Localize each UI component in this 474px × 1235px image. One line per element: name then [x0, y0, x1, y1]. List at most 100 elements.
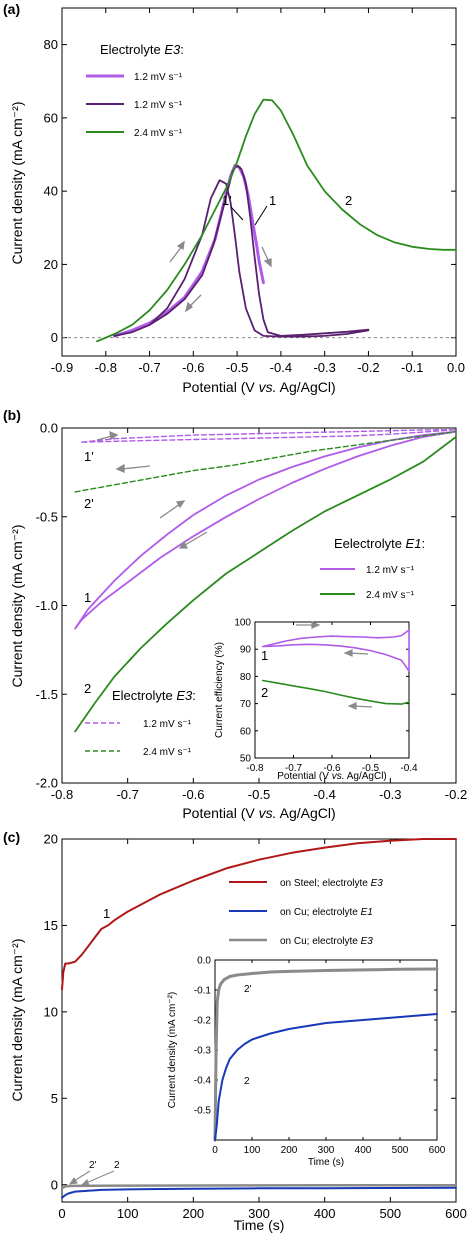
a-xtick-label-3: -0.6 — [182, 360, 204, 375]
bi-ytick-label-5: 100 — [234, 618, 251, 629]
bi-xtick-label-1: -0.7 — [285, 763, 303, 774]
a-ytick-label-3: 60 — [44, 110, 58, 125]
panel-b-arrows — [96, 430, 208, 549]
arrow-c-2prime-head — [68, 1176, 78, 1185]
bi-series-0-line — [261, 629, 410, 672]
panel-a-legend-label-3: 2.4 mV s⁻¹ — [134, 128, 183, 139]
panel-a-ann-2: 2 — [345, 193, 352, 208]
a-xtick-label-5: -0.4 — [270, 360, 292, 375]
ci-ytick-label-0: 0.0 — [197, 956, 211, 967]
c-ytick-label-4: 20 — [44, 832, 58, 847]
a-series-2-line — [96, 98, 457, 343]
ci-ytick-label-1: -0.1 — [194, 986, 212, 997]
a-xtick-label-2: -0.7 — [138, 360, 160, 375]
b-series-1-line — [74, 435, 457, 733]
c-ytick-label-1: 5 — [51, 1091, 58, 1106]
bi-ytick-label-2: 70 — [240, 699, 252, 710]
bi-ytick-label-0: 50 — [240, 754, 252, 765]
inset-arrow-left-1-head — [343, 649, 353, 657]
bi-ytick-label-4: 90 — [240, 645, 252, 656]
arrow-c-2prime — [73, 1170, 91, 1182]
panel-b-inset-arrows — [296, 621, 373, 710]
b-xtick-label-4: -0.4 — [313, 787, 335, 802]
arrow-b-down-left-head — [178, 540, 189, 549]
bi-ytick-label-3: 80 — [240, 672, 252, 683]
panel-c-inset-ticks: 0 100 200 300 400 500 600 0.0 -0.1 -0.2 -0.3 -0.4 -0… — [194, 956, 446, 1157]
arrow-down-left — [188, 294, 202, 308]
a-xtick-label-8: -0.1 — [401, 360, 423, 375]
panel-a-legend-label-1: 1.2 mV s⁻¹ — [134, 72, 183, 83]
panel-b-inset-ylabel: Current efficiency (%) — [214, 642, 225, 738]
a-xtick-label-4: -0.5 — [226, 360, 248, 375]
panel-b-inset-ann-1: 1 — [261, 648, 268, 663]
arrow-b-up-right — [159, 503, 181, 519]
a-ytick-label-1: 20 — [44, 257, 58, 272]
panel-b-ticks: -0.8 -0.7 -0.6 -0.5 -0.4 -0.3 -0.2 0.0 -0.5 -1.0 -… — [36, 421, 468, 802]
arrow-down-right-head — [263, 258, 272, 268]
bi-xtick-label-4: -0.4 — [400, 763, 418, 774]
a-series-1-line — [113, 164, 370, 338]
ci-ytick-label-4: -0.4 — [194, 1076, 212, 1087]
b-series-2-line — [80, 429, 457, 443]
panel-c-inset-background — [164, 956, 446, 1168]
arrow-down-left-head — [184, 301, 194, 313]
ci-xtick-label-1: 100 — [244, 1145, 261, 1156]
arrow-b-left — [121, 465, 151, 470]
inset-arrow-left-2 — [353, 705, 373, 708]
b-xtick-label-2: -0.6 — [182, 787, 204, 802]
c-xtick-label-3: 300 — [248, 1206, 270, 1221]
panel-b-inset-series — [261, 629, 410, 705]
arrow-c-2 — [85, 1170, 115, 1184]
panel-b-legend-e1-title: Eelectrolyte E1: — [334, 536, 425, 551]
a-series-0-line — [113, 164, 265, 338]
b-xtick-label-6: -0.2 — [445, 787, 467, 802]
c-ytick-label-0: 0 — [51, 1177, 58, 1192]
panel-a-ann-1prime-leader — [230, 206, 244, 221]
c-ytick-label-3: 15 — [44, 918, 58, 933]
panel-c-xlabel: Time (s) — [234, 1217, 285, 1233]
panel-b-series — [74, 429, 457, 733]
panel-b-legend-e3-label-1: 1.2 mV s⁻¹ — [143, 719, 192, 730]
c-ytick-label-2: 10 — [44, 1004, 58, 1019]
panel-b-inset: -0.8 -0.7 -0.6 -0.5 -0.4 50 60 70 80 90 100 Curren… — [214, 618, 418, 783]
ci-xtick-label-2: 200 — [281, 1145, 298, 1156]
panel-a-xlabel: Potential (V vs. Ag/AgCl) — [182, 379, 335, 395]
a-xtick-label-7: -0.2 — [357, 360, 379, 375]
c-xtick-label-1: 100 — [117, 1206, 139, 1221]
panel-c-legend-label-1: on Steel; electrolyte E3 — [280, 878, 383, 889]
panel-c-legend-label-2: on Cu; electrolyte E1 — [280, 907, 373, 918]
bi-xtick-label-2: -0.6 — [323, 763, 341, 774]
ci-ytick-label-2: -0.2 — [194, 1016, 212, 1027]
panel-a-ylabel: Current density (mA cm⁻²) — [9, 102, 25, 265]
arrow-b-up-right-head — [175, 500, 186, 509]
a-ytick-label-0: 0 — [51, 330, 58, 345]
panel-c-arrows — [68, 1170, 115, 1187]
ci-ytick-label-3: -0.3 — [194, 1046, 212, 1057]
inset-arrow-left-1 — [349, 652, 369, 655]
bi-xtick-label-0: -0.8 — [246, 763, 264, 774]
panel-c-ann-2prime: 2' — [89, 1160, 97, 1171]
panel-b: (b) -0.8 -0.7 -0.6 -0.5 -0.4 -0.3 -0.20.0-0.5-… — [3, 407, 467, 821]
bi-xtick-label-3: -0.5 — [362, 763, 380, 774]
panel-b-ann-2: 2 — [84, 681, 91, 696]
b-ytick-label-1: -0.5 — [36, 509, 58, 524]
b-ytick-label-3: -1.5 — [36, 687, 58, 702]
ci-series-0-line — [213, 967, 439, 1142]
arrow-c-2-head — [80, 1178, 90, 1187]
panel-c-ann-2: 2 — [114, 1160, 120, 1171]
arrow-b-down-left — [184, 531, 208, 546]
panel-a-series — [96, 98, 457, 343]
panel-a-label: (a) — [3, 1, 20, 17]
panel-a-legend-label-2: 1.2 mV s⁻¹ — [134, 100, 183, 111]
b-xtick-label-0: -0.8 — [51, 787, 73, 802]
a-xtick-label-9: 0.0 — [447, 360, 465, 375]
b-xtick-label-3: -0.5 — [248, 787, 270, 802]
arrow-up-left-head — [176, 240, 185, 251]
c-xtick-label-2: 200 — [182, 1206, 204, 1221]
ci-series-1-line — [214, 1013, 438, 1141]
a-xtick-label-6: -0.3 — [313, 360, 335, 375]
bi-ytick-label-1: 60 — [240, 726, 252, 737]
panel-b-ann-1: 1 — [84, 590, 91, 605]
panel-b-inset-background — [246, 618, 409, 760]
